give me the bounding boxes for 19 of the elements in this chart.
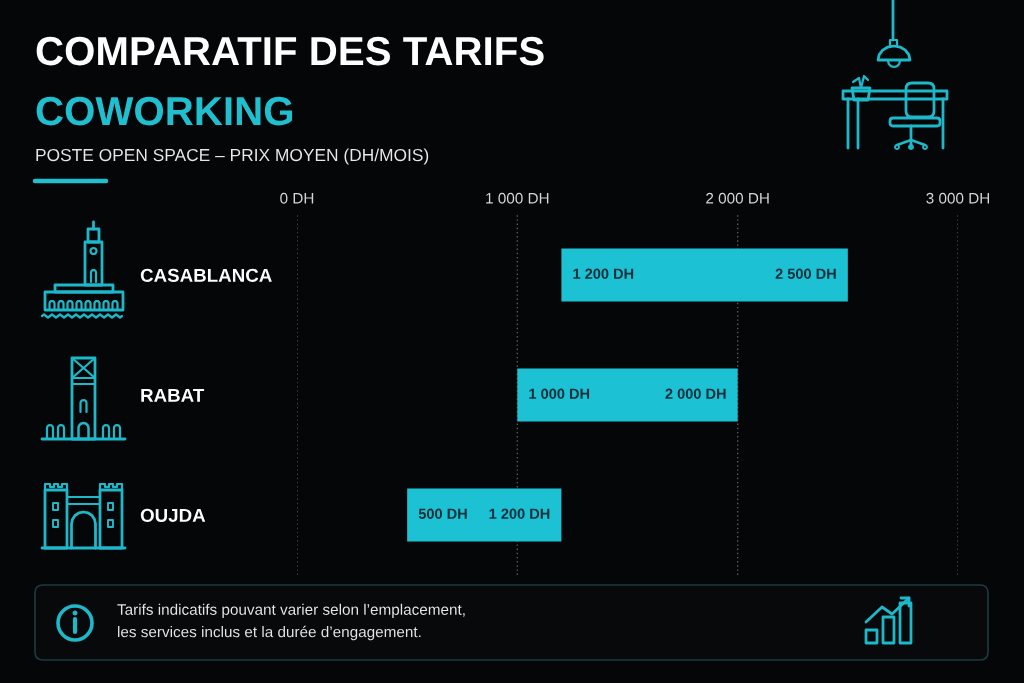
chart-subtitle: POSTE OPEN SPACE – PRIX MOYEN (DH/MOIS) — [36, 148, 429, 165]
x-tick-label: 3 000 DH — [926, 192, 990, 204]
chart-title: COMPARATIF DES TARIFS COWORKING — [36, 36, 544, 126]
bar — [517, 368, 738, 422]
bar — [561, 248, 848, 302]
x-tick-label: 2 000 DH — [706, 192, 769, 204]
bar — [407, 488, 562, 542]
annotation: 1 200 DH — [489, 508, 550, 519]
annotation: 2 000 DH — [665, 388, 726, 399]
x-tick-label: 0 DH — [280, 192, 314, 204]
annotation: 1 000 DH — [529, 388, 590, 399]
x-tick-label: 1 000 DH — [486, 192, 549, 204]
annotation: 500 DH — [418, 508, 467, 519]
annotation: 2 500 DH — [775, 268, 836, 279]
y-tick-label: CASABLANCA — [140, 268, 272, 282]
y-tick-label: RABAT — [141, 388, 205, 402]
y-tick-label: OUJDA — [140, 508, 206, 522]
text: Tarifs indicatifs pouvant varier selon l’emplacement, les services inclus et la durée d’engagement. — [117, 603, 465, 641]
annotation: 1 200 DH — [573, 268, 634, 279]
